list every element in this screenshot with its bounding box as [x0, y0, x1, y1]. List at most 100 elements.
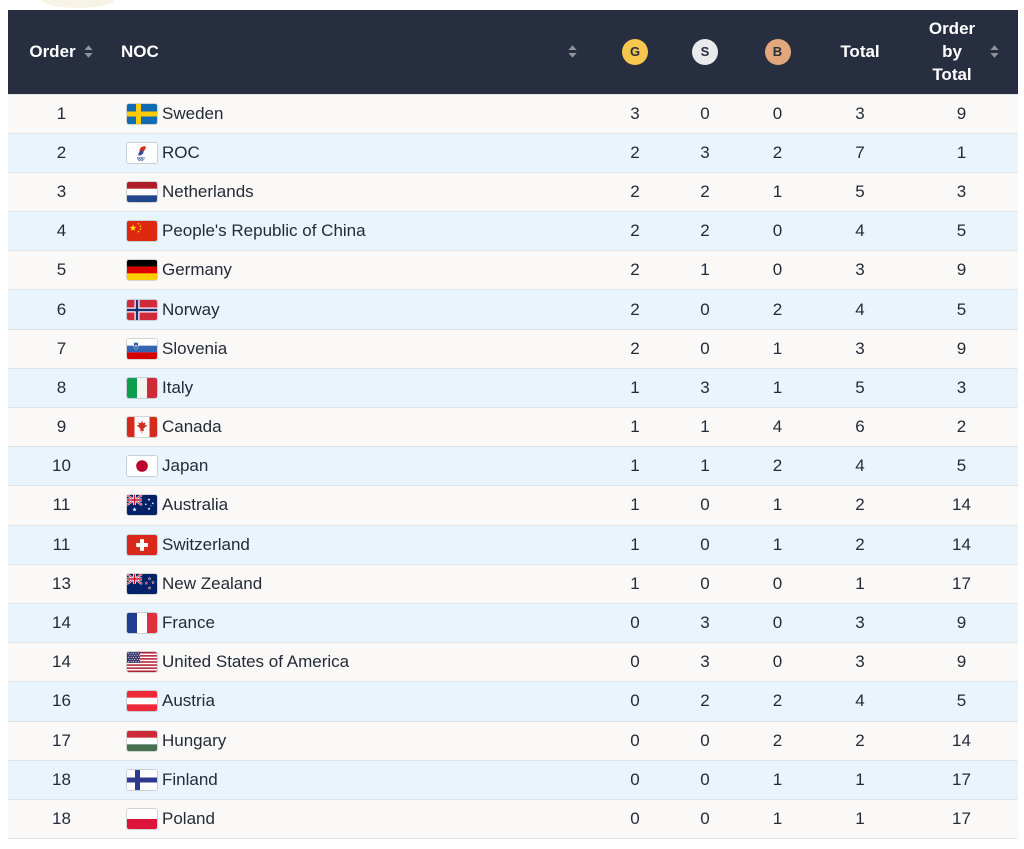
table-row: 17 Hungary 0 0 2 2 14	[8, 720, 1018, 761]
sort-icon	[84, 45, 93, 59]
gold-cell: 2	[600, 211, 670, 251]
table-row: 10 Japan 1 1 2 4 5	[8, 446, 1018, 486]
total-cell: 2	[815, 720, 905, 761]
bronze-cell: 0	[740, 211, 815, 251]
order-cell: 1	[8, 93, 115, 134]
table-row: 11 Switzerland 1 0 1 2 14	[8, 524, 1018, 565]
order-by-total-cell: 14	[905, 524, 1018, 565]
flag-icon-fr	[127, 613, 157, 634]
order-cell: 11	[8, 485, 115, 526]
table-row: 8 Italy 1 3 1 5 3	[8, 367, 1018, 408]
bronze-cell: 2	[740, 132, 815, 173]
column-header-gold[interactable]: G	[600, 10, 670, 94]
order-by-total-cell: 17	[905, 759, 1018, 800]
gold-cell: 2	[600, 171, 670, 212]
order-cell: 16	[8, 681, 115, 721]
noc-name: Germany	[162, 260, 232, 280]
noc-name: Hungary	[162, 730, 227, 750]
noc-header-label: NOC	[121, 41, 159, 61]
bronze-medal-icon: B	[764, 38, 791, 65]
column-header-order-by-total[interactable]: Order by Total	[905, 10, 1018, 94]
noc-name: Slovenia	[162, 338, 228, 358]
silver-cell: 2	[670, 211, 740, 251]
order-by-total-cell: 17	[905, 563, 1018, 604]
gold-cell: 1	[600, 524, 670, 565]
order-by-total-cell: 9	[905, 328, 1018, 369]
total-cell: 2	[815, 524, 905, 565]
order-by-total-cell: 5	[905, 289, 1018, 330]
bronze-cell: 2	[740, 720, 815, 761]
noc-cell: ROC	[115, 132, 600, 173]
column-header-order[interactable]: Order	[8, 10, 115, 94]
silver-cell: 0	[670, 328, 740, 369]
total-cell: 7	[815, 132, 905, 173]
order-by-total-cell: 17	[905, 798, 1018, 839]
noc-cell: France	[115, 602, 600, 643]
bronze-cell: 2	[740, 289, 815, 330]
gold-cell: 1	[600, 446, 670, 486]
order-by-total-cell: 14	[905, 485, 1018, 526]
order-cell: 6	[8, 289, 115, 330]
column-header-noc[interactable]: NOC	[115, 10, 600, 94]
noc-name: Switzerland	[162, 534, 250, 554]
flag-icon-de	[127, 260, 157, 281]
table-row: 6 Norway 2 0 2 4 5	[8, 289, 1018, 330]
gold-cell: 0	[600, 681, 670, 721]
order-by-total-cell: 2	[905, 406, 1018, 447]
flag-icon-nz	[127, 573, 157, 594]
order-cell: 17	[8, 720, 115, 761]
flag-icon-it	[127, 377, 157, 398]
total-cell: 2	[815, 485, 905, 526]
gold-cell: 1	[600, 485, 670, 526]
total-cell: 3	[815, 642, 905, 682]
column-header-bronze[interactable]: B	[740, 10, 815, 94]
flag-icon-nl	[127, 181, 157, 202]
sort-icon	[568, 45, 577, 59]
noc-cell: Austria	[115, 681, 600, 721]
noc-name: France	[162, 613, 215, 633]
noc-name: Canada	[162, 417, 222, 437]
bronze-cell: 0	[740, 250, 815, 290]
order-by-total-cell: 5	[905, 446, 1018, 486]
order-by-total-cell: 5	[905, 681, 1018, 721]
noc-cell: Switzerland	[115, 524, 600, 565]
total-cell: 4	[815, 446, 905, 486]
noc-cell: Australia	[115, 485, 600, 526]
flag-icon-hu	[127, 730, 157, 751]
silver-cell: 0	[670, 798, 740, 839]
noc-name: Japan	[162, 456, 209, 476]
order-by-total-cell: 5	[905, 211, 1018, 251]
flag-icon-ca	[127, 417, 157, 438]
medal-table: Order NOC G S B	[8, 10, 1018, 840]
flag-icon-fi	[127, 769, 157, 790]
total-cell: 3	[815, 328, 905, 369]
noc-cell: Netherlands	[115, 171, 600, 212]
noc-cell: New Zealand	[115, 563, 600, 604]
silver-cell: 1	[670, 250, 740, 290]
table-row: 18 Finland 0 0 1 1 17	[8, 759, 1018, 800]
bronze-cell: 2	[740, 681, 815, 721]
order-cell: 9	[8, 406, 115, 447]
total-cell: 1	[815, 798, 905, 839]
table-row: 11 Australia 1 0 1 2 14	[8, 485, 1018, 526]
silver-cell: 0	[670, 524, 740, 565]
flag-icon-ch	[127, 534, 157, 555]
background-artifact	[42, 0, 114, 8]
total-cell: 3	[815, 602, 905, 643]
table-row: 9 Canada 1 1 4 6 2	[8, 406, 1018, 447]
noc-name: Finland	[162, 769, 218, 789]
column-header-silver[interactable]: S	[670, 10, 740, 94]
bronze-cell: 0	[740, 563, 815, 604]
gold-cell: 0	[600, 759, 670, 800]
table-row: 1 Sweden 3 0 0 3 9	[8, 93, 1018, 134]
silver-cell: 1	[670, 406, 740, 447]
medal-table-container: Order NOC G S B	[8, 10, 1018, 840]
noc-cell: People's Republic of China	[115, 211, 600, 251]
flag-icon-au	[127, 495, 157, 516]
order-header-label: Order	[29, 41, 76, 61]
column-header-total[interactable]: Total	[815, 10, 905, 94]
table-row: 5 Germany 2 1 0 3 9	[8, 250, 1018, 290]
order-cell: 18	[8, 798, 115, 839]
silver-cell: 0	[670, 485, 740, 526]
order-cell: 3	[8, 171, 115, 212]
